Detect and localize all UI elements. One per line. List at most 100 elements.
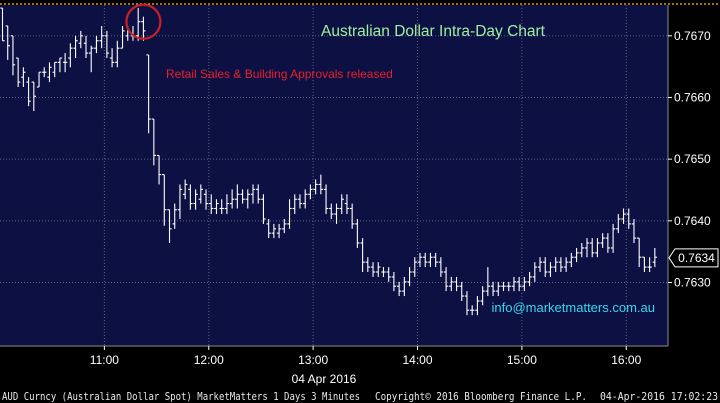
price-bar [647,257,652,273]
price-bar [443,267,449,292]
price-bar [464,291,470,316]
price-bar [506,281,511,292]
price-bar [621,208,626,224]
footer-bar [0,389,720,403]
date-label: 04 Apr 2016 [292,372,357,386]
price-bar [115,40,120,68]
price-bar [402,276,407,297]
y-tick-label: 0.7640 [674,214,711,228]
price-bar [652,247,658,268]
price-bar [282,218,287,234]
price-bar [135,8,141,41]
price-bar [537,257,543,273]
price-bar [438,257,444,277]
price-bar [318,174,324,195]
price-bar [485,267,491,297]
price-bar [469,305,475,316]
price-bar [412,257,417,277]
price-bar [109,48,115,68]
price-bar [501,281,506,292]
price-bar [0,7,5,42]
price-bar [62,53,68,73]
price-bar [626,208,631,229]
last-price-tag: 0.7634 [668,248,719,268]
price-bar [245,189,250,209]
price-bar [355,218,360,248]
price-bar [423,252,428,268]
plot-area [0,5,668,346]
price-bar [172,203,177,229]
price-bar [235,184,240,209]
price-bar [511,276,517,292]
price-bar [579,243,584,258]
price-bar [73,35,78,59]
price-bar [636,237,642,268]
price-bar [36,71,42,88]
price-bar [553,257,558,273]
price-bar [146,54,151,134]
price-bar [386,267,391,282]
price-bar [203,189,209,210]
price-bar [276,223,282,239]
chart-title: Australian Dollar Intra-Day Chart [321,23,546,40]
y-tick-label: 0.7630 [674,275,711,289]
price-bar [15,57,21,88]
footer-security-info: AUD Curncy (Australian Dollar Spot) Mark… [2,391,360,403]
price-bar [590,238,595,258]
price-bar [21,67,26,88]
price-bar [31,81,37,112]
price-bar [156,154,162,185]
price-bar [47,62,52,83]
price-bar [396,281,402,297]
price-bars [0,7,658,316]
price-bar [584,238,590,258]
price-bar [26,77,31,107]
price-bar [516,276,522,292]
price-bar [417,252,423,268]
price-bar [339,194,344,215]
price-bar [376,262,381,277]
price-bar [271,223,277,239]
y-axis-ticks: 0.7670 0.7660 0.7650 0.7640 0.7630 [668,29,711,289]
price-bar [266,218,271,239]
price-bar [391,272,397,292]
price-bar [42,67,47,78]
price-bar [141,16,146,41]
footer-copyright: Copyright© 2016 Bloomberg Finance L.P. [375,391,587,403]
x-tick-label: 12:00 [194,353,224,367]
last-price-tag-box [668,248,719,268]
price-bar [381,267,386,277]
x-axis-ticks: 11:00 12:00 13:00 14:00 15:00 16:00 [90,346,642,367]
price-bar [548,262,553,277]
price-bar [344,194,350,215]
x-tick-label: 15:00 [507,353,537,367]
price-bar [574,247,579,263]
last-price-label: 0.7634 [678,251,715,265]
price-bar [610,223,616,253]
price-bar [52,61,57,78]
watermark: info@marketmatters.com.au [492,300,655,315]
price-bar [250,184,256,204]
price-bar [177,184,183,219]
price-bar [224,194,230,215]
price-bar [99,25,104,49]
price-bar [490,281,496,297]
price-bar [433,252,438,268]
price-bar [595,238,600,258]
price-bar [57,57,63,73]
price-bar [349,203,355,229]
price-bar [261,194,266,224]
price-bar [104,30,110,59]
price-bar [631,218,637,244]
price-bar [83,35,89,59]
price-bar [600,233,605,248]
price-bar [256,184,261,204]
price-bar [449,276,454,292]
price-bar [365,257,371,273]
price-bar [313,179,318,195]
price-bar [605,233,611,253]
y-tick-label: 0.7660 [674,90,711,104]
x-tick-label: 14:00 [402,353,432,367]
